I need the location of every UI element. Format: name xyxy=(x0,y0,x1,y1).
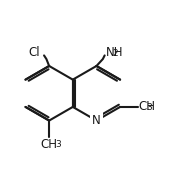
Text: 2: 2 xyxy=(113,49,118,58)
Text: 3: 3 xyxy=(146,103,152,112)
Text: Cl: Cl xyxy=(28,46,40,59)
Text: CH: CH xyxy=(139,100,156,113)
Text: NH: NH xyxy=(106,46,123,59)
Text: 3: 3 xyxy=(55,140,61,149)
Text: CH: CH xyxy=(41,138,58,151)
Text: N: N xyxy=(92,114,101,127)
